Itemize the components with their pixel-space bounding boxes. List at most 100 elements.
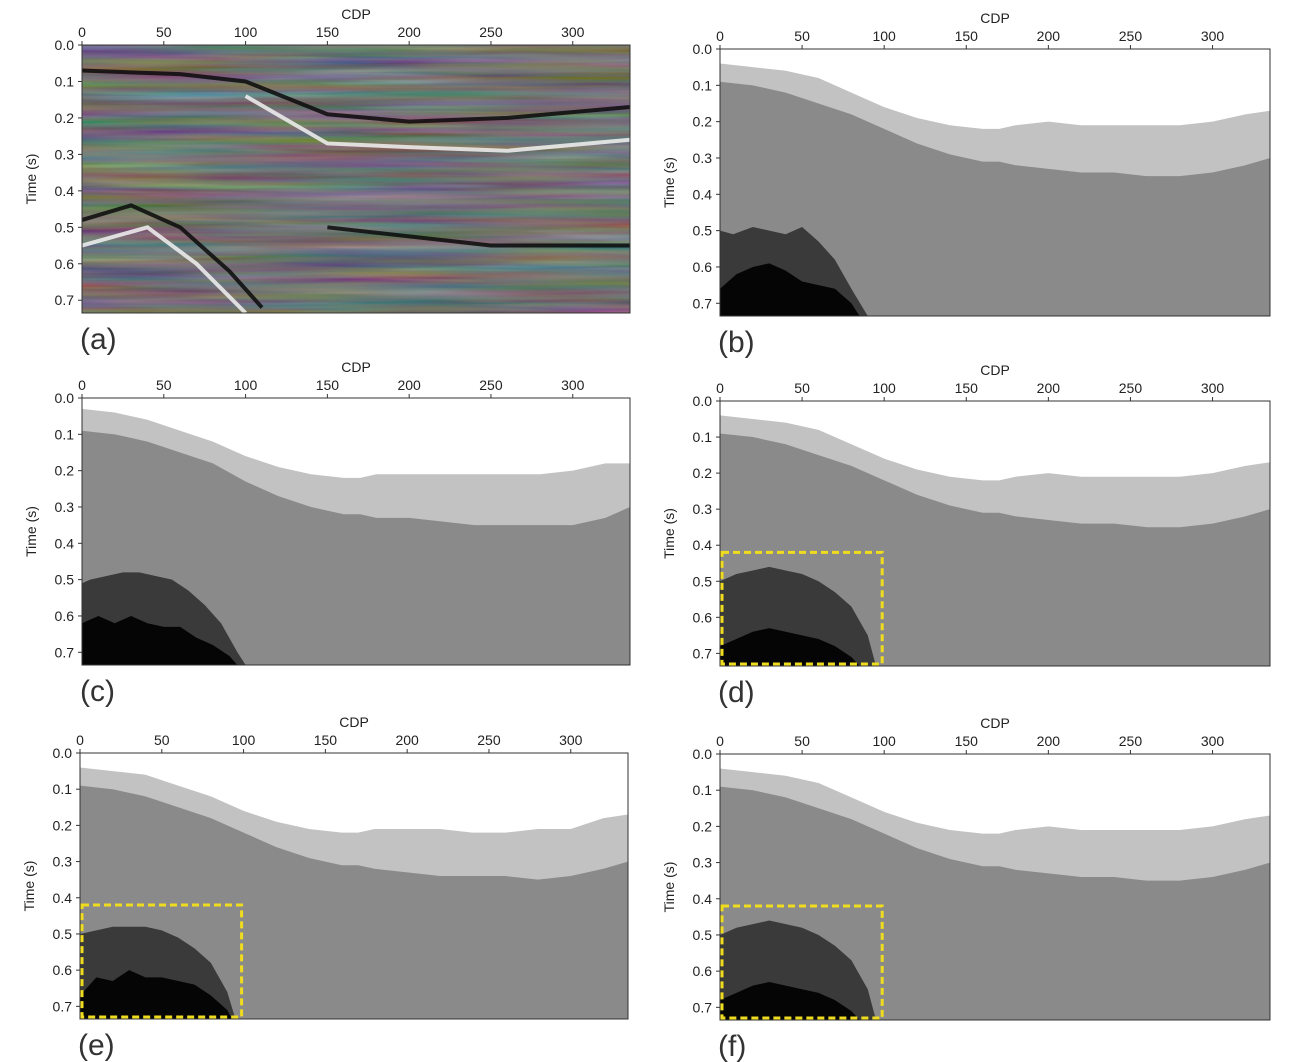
y-tick-label: 0.7 [693,999,713,1015]
x-axis-label: CDP [980,10,1010,26]
x-tick-label: 150 [955,380,979,396]
plot-area [82,45,630,313]
plot-frame [81,397,631,666]
y-tick-label: 0.1 [693,429,713,445]
chart-panel-a: 0 50 100 150 200 250 300 CDP 0.0 0.1 0.2 0.3 0.4 0.5 0… [23,6,631,356]
y-tick-label: 0.6 [55,608,75,624]
x-tick-label: 200 [397,377,421,393]
facies-black-body [720,628,860,666]
plot-area [80,753,628,1019]
x-axis-label: CDP [980,362,1010,378]
y-tick-label: 0.1 [53,781,73,797]
x-axis-label: CDP [341,359,371,375]
y-tick-label: 0.6 [55,256,75,272]
panel-label: (b) [718,326,755,359]
y-tick-label: 0.5 [693,573,713,589]
x-tick-label: 0 [76,732,84,748]
facies-mid-layer [82,430,630,665]
seismic-reflector [244,94,630,153]
x-tick-label: 250 [1119,28,1143,44]
x-tick-label: 100 [234,377,258,393]
y-tick-label: 0.1 [693,77,713,93]
panel-label: (a) [80,323,117,356]
highlight-box [80,903,244,1019]
y-tick-label: 0.5 [55,219,75,235]
plot-frame [81,44,631,314]
plot-area [720,401,1270,666]
x-tick-label: 50 [156,24,172,40]
y-tick-label: 0.2 [693,465,713,481]
y-tick-label: 0.4 [55,183,75,199]
x-tick-label: 100 [872,733,896,749]
y-tick-label: 0.3 [55,499,75,515]
x-tick-label: 250 [1119,733,1143,749]
y-axis-label: Time (s) [661,508,677,559]
plot-frame [79,752,629,1020]
seismic-reflector [327,225,630,248]
seismic-reflector [82,203,264,309]
x-tick-label: 50 [794,380,810,396]
y-tick-label: 0.0 [55,37,75,53]
x-tick-label: 300 [561,24,585,40]
x-tick-label: 0 [716,28,724,44]
facies-black-body [720,982,860,1020]
y-tick-label: 0.3 [693,501,713,517]
chart-panel-c: 0 50 100 150 200 250 300 CDP 0.0 0.1 0.2 0.3 0.4 0.5 0… [23,359,631,708]
y-tick-label: 0.1 [693,782,713,798]
plot-area [720,754,1270,1020]
chart-panel-b: 0 50 100 150 200 250 300 CDP 0.0 0.1 0.2 0.3 0.4 0.5 0… [661,10,1271,359]
y-tick-label: 0.7 [53,998,73,1014]
plot-area [720,49,1270,316]
x-tick-label: 150 [314,732,338,748]
x-tick-label: 50 [154,732,170,748]
x-tick-label: 150 [955,28,979,44]
y-tick-label: 0.7 [693,295,713,311]
x-tick-label: 100 [232,732,256,748]
y-tick-label: 0.4 [693,537,713,553]
y-tick-label: 0.3 [55,146,75,162]
y-tick-label: 0.5 [693,927,713,943]
x-axis-label: CDP [339,714,369,730]
x-tick-label: 0 [78,24,86,40]
chart-panel-d: 0 50 100 150 200 250 300 CDP 0.0 0.1 0.2 0.3 0.4 0.5 0… [661,362,1271,709]
facies-mid-layer [80,785,628,1019]
seismic-reflector [82,68,630,124]
y-tick-label: 0.2 [693,818,713,834]
x-tick-label: 100 [872,28,896,44]
facies-mid-layer [720,433,1270,666]
y-tick-label: 0.4 [55,535,75,551]
facies-mid-layer [720,786,1270,1020]
panel-label: (f) [718,1030,746,1062]
y-tick-label: 0.6 [693,609,713,625]
y-tick-label: 0.6 [693,963,713,979]
plot-frame [719,753,1271,1021]
x-tick-label: 100 [872,380,896,396]
y-tick-label: 0.0 [693,746,713,762]
x-tick-label: 300 [1201,28,1225,44]
panel-label: (c) [80,675,115,708]
facies-black-body [80,970,233,1019]
y-axis-label: Time (s) [661,862,677,913]
y-tick-label: 0.4 [693,891,713,907]
x-tick-label: 0 [78,377,86,393]
y-tick-label: 0.0 [693,393,713,409]
x-tick-label: 0 [716,733,724,749]
x-tick-label: 0 [716,380,724,396]
y-axis-label: Time (s) [21,861,37,912]
x-tick-label: 250 [479,377,503,393]
x-tick-label: 100 [234,24,258,40]
y-tick-label: 0.1 [55,73,75,89]
y-tick-label: 0.6 [53,962,73,978]
y-tick-label: 0.4 [53,890,73,906]
facies-mid-layer [720,81,1270,316]
y-tick-label: 0.0 [693,41,713,57]
y-tick-label: 0.3 [693,150,713,166]
x-axis-label: CDP [980,715,1010,731]
x-tick-label: 50 [156,377,172,393]
x-tick-label: 300 [559,732,583,748]
y-tick-label: 0.2 [55,463,75,479]
x-tick-label: 250 [477,732,501,748]
y-tick-label: 0.2 [693,114,713,130]
y-tick-label: 0.2 [55,110,75,126]
